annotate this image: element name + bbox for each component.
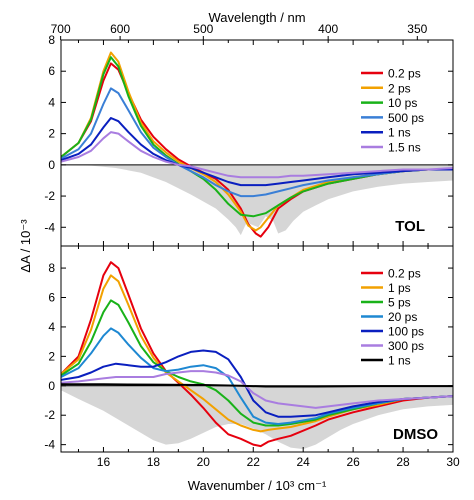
legend-label-0-0: 0.2 ps — [388, 67, 421, 81]
series-line-1-2 — [61, 299, 453, 427]
top-tick-label-4: 350 — [407, 22, 427, 36]
series-line-1-4 — [61, 349, 453, 418]
x-tick-label-6: 28 — [396, 455, 410, 469]
legend-label-1-2: 5 ps — [388, 296, 411, 310]
y-tick-label-0-3: 2 — [48, 127, 55, 141]
legend-label-0-2: 10 ps — [388, 96, 417, 110]
legend-label-0-1: 2 ps — [388, 81, 411, 95]
y-tick-label-0-4: 0 — [48, 158, 55, 172]
x-tick-label-0: 16 — [97, 455, 111, 469]
plot-area-1 — [61, 261, 453, 450]
y-tick-label-0-1: 6 — [48, 64, 55, 78]
panel-label-dmso: DMSO — [393, 426, 438, 443]
series-line-0-5 — [61, 131, 453, 179]
y-axis-title: ΔA / 10⁻³ — [18, 219, 33, 273]
top-tick-label-2: 500 — [193, 22, 213, 36]
y-tick-label-1-3: 2 — [48, 349, 55, 363]
x-tick-label-1: 18 — [147, 455, 161, 469]
series-line-0-4 — [61, 117, 453, 187]
series-line-0-2 — [61, 56, 453, 218]
x-tick-label-7: 30 — [446, 455, 460, 469]
x-tick-label-2: 20 — [197, 455, 211, 469]
legend-label-1-6: 1 ns — [388, 354, 411, 368]
y-tick-label-1-6: -4 — [44, 438, 55, 452]
legend-label-1-0: 0.2 ps — [388, 267, 421, 281]
top-tick-label-3: 400 — [318, 22, 338, 36]
series-line-1-0 — [61, 261, 453, 448]
legend-label-1-5: 300 ps — [388, 339, 424, 353]
panel-frame-1 — [60, 245, 454, 453]
plot-area-0 — [61, 51, 453, 238]
legend-label-1-4: 100 ps — [388, 325, 424, 339]
x-tick-label-4: 24 — [297, 455, 311, 469]
x-axis-title: Wavenumber / 10³ cm⁻¹ — [188, 478, 327, 493]
y-tick-label-0-0: 8 — [48, 33, 55, 47]
y-tick-label-1-5: -2 — [44, 408, 55, 422]
panel-label-tol: TOL — [395, 218, 425, 235]
legend-label-0-4: 1 ns — [388, 126, 411, 140]
series-line-0-3 — [61, 87, 453, 198]
series-line-1-6 — [61, 383, 453, 388]
legend-label-0-3: 500 ps — [388, 111, 424, 125]
y-tick-label-0-5: -2 — [44, 189, 55, 203]
y-tick-label-1-2: 4 — [48, 320, 55, 334]
top-tick-label-0: 700 — [51, 22, 71, 36]
legend-label-1-1: 1 ps — [388, 281, 411, 295]
y-tick-label-1-1: 6 — [48, 291, 55, 305]
series-line-1-3 — [61, 327, 453, 425]
top-axis-title: Wavelength / nm — [208, 10, 305, 25]
ground-state-bleach-area — [61, 164, 453, 236]
y-tick-label-1-4: 0 — [48, 379, 55, 393]
y-tick-label-0-6: -4 — [44, 220, 55, 234]
series-line-1-5 — [61, 370, 453, 409]
y-tick-label-0-2: 4 — [48, 95, 55, 109]
x-tick-label-5: 26 — [346, 455, 360, 469]
x-tick-label-3: 22 — [247, 455, 261, 469]
legend-label-1-3: 20 ps — [388, 310, 417, 324]
legend-label-0-5: 1.5 ns — [388, 141, 421, 155]
top-tick-label-1: 600 — [110, 22, 130, 36]
y-tick-label-1-0: 8 — [48, 261, 55, 275]
